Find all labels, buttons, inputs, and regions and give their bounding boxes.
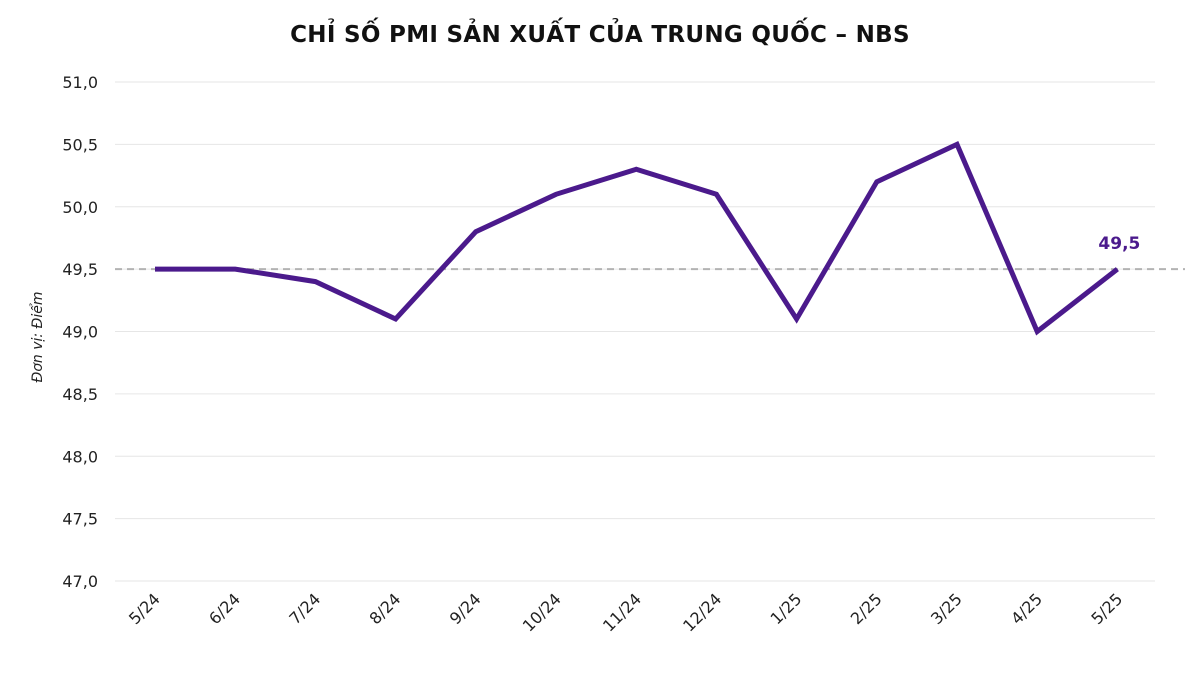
y-tick-label: 49,0 — [62, 323, 98, 342]
x-tick-label: 3/25 — [927, 589, 966, 628]
x-tick-label: 10/24 — [519, 589, 565, 635]
pmi-series-line — [155, 141, 1119, 336]
x-axis-ticks: 5/24 6/24 7/24 8/24 9/24 10/24 11/24 12/24 1/25 2… — [125, 589, 1126, 635]
x-tick-label: 6/24 — [205, 589, 244, 628]
y-tick-label: 49,5 — [62, 260, 98, 279]
x-tick-label: 4/25 — [1007, 589, 1046, 628]
y-axis-label: Đơn vị: Điểm — [29, 291, 46, 382]
y-tick-label: 48,0 — [62, 447, 98, 466]
x-tick-label: 7/24 — [285, 589, 324, 628]
chart-title: CHỈ SỐ PMI SẢN XUẤT CỦA TRUNG QUỐC – NBS — [290, 22, 910, 48]
y-tick-label: 48,5 — [62, 385, 98, 404]
x-tick-label: 5/25 — [1087, 589, 1126, 628]
y-tick-label: 47,0 — [62, 572, 98, 591]
y-tick-label: 50,5 — [62, 135, 98, 154]
y-axis-ticks: 47,0 47,5 48,0 48,5 49,0 49,5 50,0 50,5 51,0 — [62, 73, 98, 591]
x-tick-label: 12/24 — [679, 589, 725, 635]
x-tick-label: 8/24 — [366, 589, 405, 628]
y-tick-label: 50,0 — [62, 198, 98, 217]
x-tick-label: 2/25 — [847, 589, 886, 628]
y-tick-label: 51,0 — [62, 73, 98, 92]
x-tick-label: 1/25 — [767, 589, 806, 628]
x-tick-label: 11/24 — [599, 589, 645, 635]
x-tick-label: 9/24 — [446, 589, 485, 628]
gridlines — [115, 81, 1155, 582]
x-tick-label: 5/24 — [125, 589, 164, 628]
last-point-data-label: 49,5 — [1098, 234, 1140, 254]
y-tick-label: 47,5 — [62, 510, 98, 529]
